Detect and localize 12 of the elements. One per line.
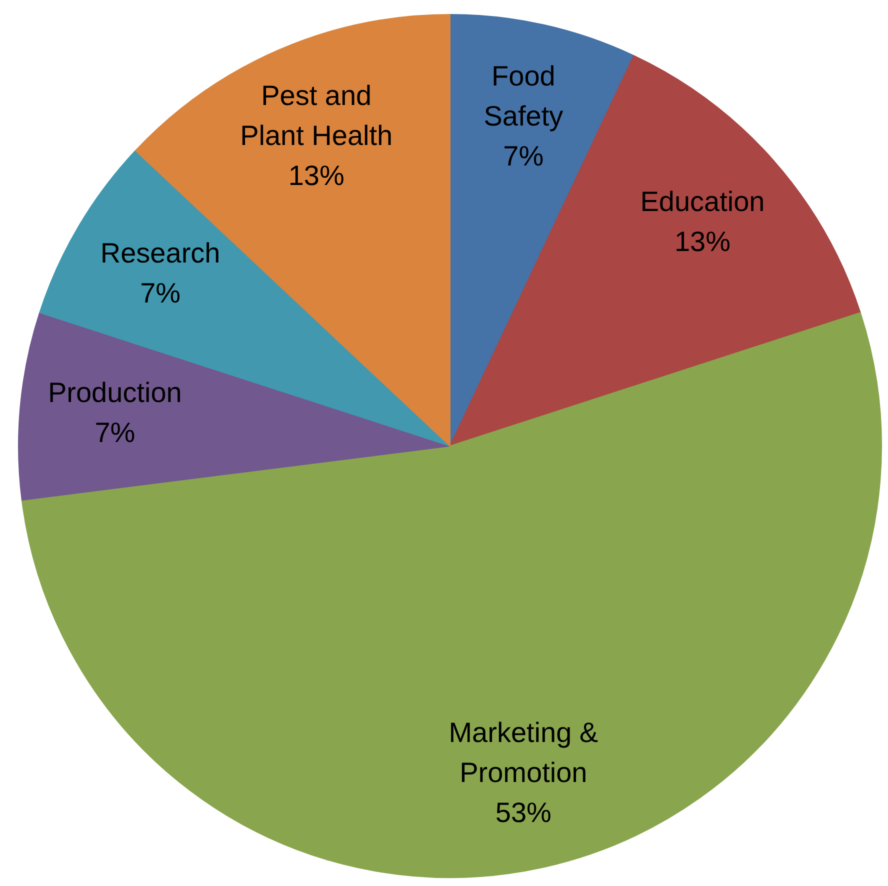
data-label: 7% xyxy=(94,417,136,448)
data-label: 13% xyxy=(288,160,344,191)
data-label: 13% xyxy=(674,226,730,258)
data-label: 53% xyxy=(495,797,552,828)
slice-label: Marketing & Promotion xyxy=(448,717,598,788)
slice-label: Production xyxy=(48,377,182,408)
data-label: 7% xyxy=(503,140,544,172)
slice-label: Pest and Plant Health xyxy=(240,80,393,151)
slice-label: Food Safety xyxy=(484,60,564,132)
data-label: 7% xyxy=(140,277,181,308)
slice-label: Education xyxy=(640,186,765,218)
slice-label: Research xyxy=(100,237,220,268)
